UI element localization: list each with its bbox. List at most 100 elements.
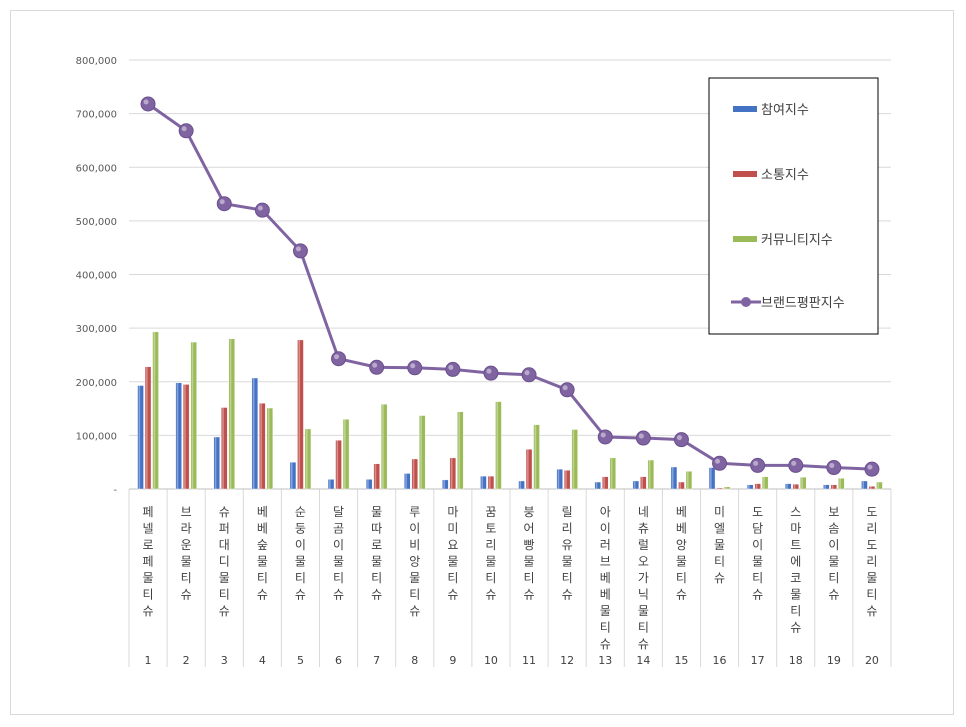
bar-highlight xyxy=(481,476,484,489)
x-rank-label: 7 xyxy=(373,654,380,667)
bar-소통지수 xyxy=(525,449,533,490)
bar-highlight xyxy=(786,483,788,489)
bar-소통지수 xyxy=(716,487,723,490)
line-point xyxy=(750,457,766,473)
legend-label: 참여지수 xyxy=(761,103,809,118)
bar-highlight xyxy=(595,482,598,489)
bar-highlight xyxy=(488,476,491,489)
legend-swatch xyxy=(733,236,757,242)
bar-highlight xyxy=(572,429,575,489)
bar-참여지수 xyxy=(365,479,373,490)
bar-참여지수 xyxy=(861,480,868,490)
bar-소통지수 xyxy=(221,407,228,490)
line-point xyxy=(331,351,347,367)
bar-커뮤니티지수 xyxy=(495,401,502,490)
line-point-highlight xyxy=(448,364,454,370)
x-rank-label: 9 xyxy=(449,654,456,667)
bar-소통지수 xyxy=(449,457,457,490)
bar-highlight xyxy=(717,487,720,489)
bar-소통지수 xyxy=(182,384,190,490)
bar-커뮤니티지수 xyxy=(723,486,731,490)
bar-highlight xyxy=(138,385,141,489)
line-point-highlight xyxy=(410,363,416,369)
bar-참여지수 xyxy=(404,473,411,490)
bar-highlight xyxy=(648,460,651,489)
x-rank-label: 15 xyxy=(674,654,688,667)
bar-참여지수 xyxy=(708,467,716,490)
bar-highlight xyxy=(382,404,384,489)
line-point-highlight xyxy=(181,126,187,132)
bar-소통지수 xyxy=(830,484,838,490)
bar-highlight xyxy=(671,467,674,489)
bar-highlight xyxy=(267,408,270,489)
line-point-highlight xyxy=(867,464,873,470)
bar-소통지수 xyxy=(335,440,342,490)
bar-highlight xyxy=(412,458,415,489)
bar-커뮤니티지수 xyxy=(647,459,655,490)
y-tick-label: 500,000 xyxy=(76,217,117,228)
bar-highlight xyxy=(146,366,148,489)
bar-highlight xyxy=(222,407,224,489)
bar-참여지수 xyxy=(670,466,678,490)
bar-커뮤니티지수 xyxy=(419,415,426,490)
y-tick-label: 200,000 xyxy=(76,378,117,389)
bar-참여지수 xyxy=(785,483,792,490)
line-point-highlight xyxy=(829,463,835,469)
bar-커뮤니티지수 xyxy=(304,428,312,490)
bar-highlight xyxy=(633,480,636,489)
category-table: 페 넬 로 페 물 티 슈 1 브 라 운 물 티 슈 2 슈 퍼 대 디 물 티 슈 3 베 베 숲 물 티 슈 4 순 둥 이 물 티 슈 5 달 곰 이… xyxy=(128,488,892,667)
line-point xyxy=(483,365,499,381)
line-point-highlight xyxy=(372,362,378,368)
y-tick-label: 400,000 xyxy=(76,271,117,282)
bar-highlight xyxy=(755,483,758,489)
line-point-highlight xyxy=(562,385,568,391)
bar-소통지수 xyxy=(144,366,152,490)
bar-커뮤니티지수 xyxy=(266,407,274,490)
bar-커뮤니티지수 xyxy=(800,477,807,490)
bar-소통지수 xyxy=(259,403,266,490)
line-point-highlight xyxy=(257,205,263,211)
line-point xyxy=(521,367,537,383)
line-point-highlight xyxy=(143,99,149,105)
bar-highlight xyxy=(214,436,217,489)
bar-소통지수 xyxy=(792,483,799,490)
bar-highlight xyxy=(877,482,880,489)
bar-highlight xyxy=(710,467,712,489)
bar-highlight xyxy=(153,331,156,489)
y-tick-label: 800,000 xyxy=(76,56,117,67)
bar-참여지수 xyxy=(518,480,525,490)
legend-label: 브랜드평판지수 xyxy=(761,296,845,311)
y-tick-label: - xyxy=(113,485,117,496)
bar-highlight xyxy=(793,484,796,489)
line-point-highlight xyxy=(638,433,644,439)
bar-highlight xyxy=(229,338,232,489)
line-point xyxy=(254,202,270,218)
bar-참여지수 xyxy=(480,475,487,490)
bar-참여지수 xyxy=(213,436,220,490)
bar-highlight xyxy=(496,401,499,489)
bar-소통지수 xyxy=(297,339,304,490)
line-point xyxy=(292,243,308,259)
x-rank-label: 19 xyxy=(827,654,841,667)
y-tick-label: 700,000 xyxy=(76,110,117,121)
bar-highlight xyxy=(641,476,643,489)
bar-highlight xyxy=(305,428,308,489)
bars xyxy=(137,331,883,490)
x-rank-label: 1 xyxy=(145,654,152,667)
y-tick-label: 300,000 xyxy=(76,324,117,335)
bar-highlight xyxy=(565,470,567,489)
bar-소통지수 xyxy=(411,458,418,490)
